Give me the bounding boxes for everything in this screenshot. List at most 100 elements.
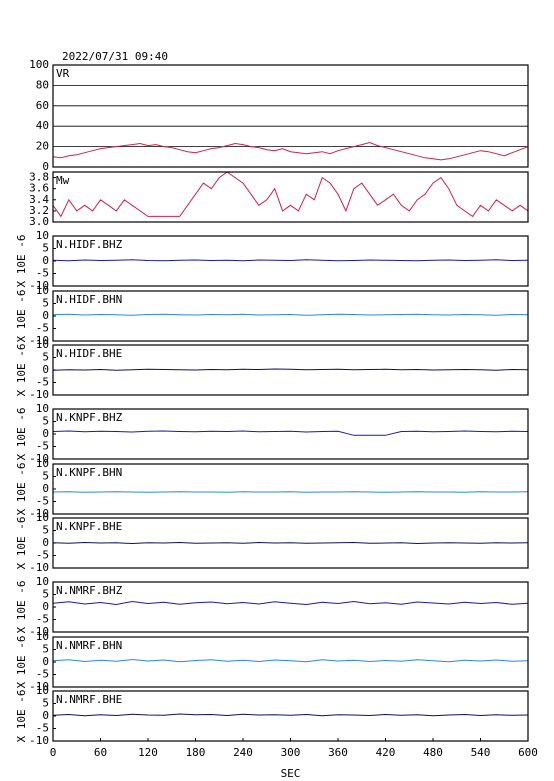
panel-frame [52,517,529,569]
panel-frame [52,408,529,460]
y-tick-label: 0 [42,600,49,613]
x-tick-label: 540 [471,746,491,759]
series-line [52,600,529,606]
panel-label: N.HIDF.BHZ [56,238,123,251]
panel-label: N.HIDF.BHE [56,347,122,360]
panel-frame [52,690,529,742]
y-tick-label: 0 [42,309,49,322]
series-line [52,430,529,436]
series-line [52,491,529,493]
y-tick-label: 0 [42,709,49,722]
y-tick-label: 0 [42,536,49,549]
y-tick-label: -5 [36,613,49,626]
y-tick-label: 10 [36,511,49,524]
y-tick-label: 100 [29,58,49,71]
y-tick-label: 0 [42,254,49,267]
series-line [52,171,529,218]
y-tick-label: 0 [42,363,49,376]
y-tick-label: 10 [36,284,49,297]
panel-label: Mw [56,174,70,187]
y-tick-label: -5 [36,668,49,681]
series-line [52,368,529,371]
x-tick-label: 360 [328,746,348,759]
y-tick-label: -10 [29,734,49,747]
y-tick-label: -10 [29,334,49,347]
x-tick-label: 180 [186,746,206,759]
y-tick-label: 40 [36,119,49,132]
y-tick-label: -5 [36,440,49,453]
y-tick-label: 0 [42,655,49,668]
y-tick-label: 5 [42,643,49,656]
panel-frame [52,171,529,223]
x-tick-label: 480 [423,746,443,759]
x-tick-label: 240 [233,746,253,759]
panel-label: N.NMRF.BHE [56,693,122,706]
y-tick-label: 3.2 [29,204,49,217]
y-tick-label: -10 [29,279,49,292]
series-line [52,713,529,717]
y-tick-label: 0 [42,160,49,173]
y-tick-label: -10 [29,625,49,638]
y-axis-label: X 10E -6 [15,463,28,516]
panel-frame [52,636,529,688]
x-tick-label: 300 [281,746,301,759]
y-tick-label: 10 [36,684,49,697]
x-tick-label: 120 [138,746,158,759]
y-tick-label: -5 [36,267,49,280]
series-line [52,658,529,663]
x-tick-label: 0 [50,746,57,759]
y-tick-label: 3.6 [29,182,49,195]
y-tick-label: 5 [42,297,49,310]
panel-label: N.KNPF.BHN [56,466,122,479]
y-tick-label: 20 [36,140,49,153]
y-axis-label: X 10E -6 [15,344,28,397]
y-tick-label: -10 [29,507,49,520]
y-tick-label: 5 [42,588,49,601]
y-tick-label: -10 [29,452,49,465]
x-tick-label: 600 [518,746,538,759]
y-tick-label: 5 [42,697,49,710]
series-line [52,541,529,545]
y-tick-label: 3.8 [29,171,49,184]
y-tick-label: 5 [42,470,49,483]
y-tick-label: 0 [42,427,49,440]
y-axis-label: X 10E -6 [15,517,28,570]
y-tick-label: 10 [36,575,49,588]
panel-label: N.KNPF.BHZ [56,411,123,424]
chart-title: 2022/07/31 09:40 [62,50,168,63]
panel-label: VR [56,67,70,80]
y-tick-label: -5 [36,376,49,389]
y-axis-label: X 10E -6 [15,690,28,743]
panel-label: N.NMRF.BHZ [56,584,123,597]
y-tick-label: 0 [42,482,49,495]
y-tick-label: 10 [36,630,49,643]
y-tick-label: -5 [36,549,49,562]
y-axis-label: X 10E -6 [15,235,28,288]
y-tick-label: -5 [36,722,49,735]
y-tick-label: -10 [29,388,49,401]
y-tick-label: 3.4 [29,193,49,206]
y-axis-label: X 10E -6 [15,408,28,461]
panel-frame [52,64,529,168]
y-tick-label: 10 [36,338,49,351]
panel-frame [52,463,529,515]
panel-frame [52,581,529,633]
x-tick-label: 60 [94,746,107,759]
y-tick-label: -10 [29,680,49,693]
y-tick-label: 10 [36,229,49,242]
y-tick-label: 5 [42,415,49,428]
y-tick-label: -5 [36,495,49,508]
y-axis-label: X 10E -6 [15,636,28,689]
series-line [52,259,529,262]
y-tick-label: -5 [36,322,49,335]
series-line [52,313,529,316]
y-tick-label: 10 [36,457,49,470]
y-tick-label: 80 [36,78,49,91]
panel-label: N.HIDF.BHN [56,293,122,306]
y-tick-label: 10 [36,402,49,415]
y-tick-label: -10 [29,561,49,574]
y-axis-label: X 10E -6 [15,581,28,634]
series-line [52,141,529,161]
